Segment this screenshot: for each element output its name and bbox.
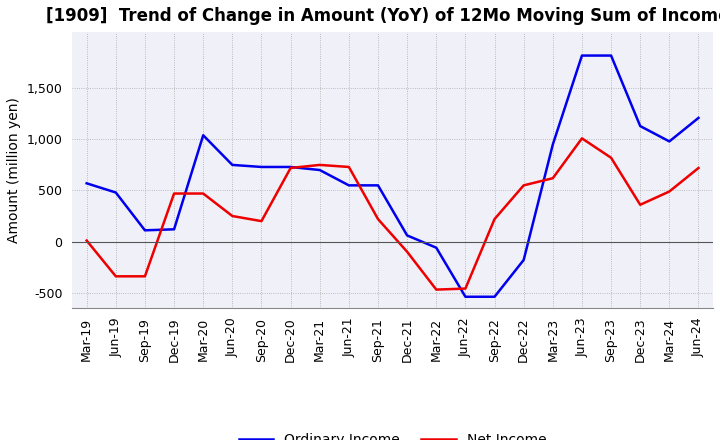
Y-axis label: Amount (million yen): Amount (million yen) [7, 97, 21, 243]
Ordinary Income [490, 294, 499, 299]
Ordinary Income [519, 257, 528, 263]
Ordinary Income [199, 132, 207, 138]
Ordinary Income [577, 53, 586, 58]
Net Income [82, 238, 91, 243]
Ordinary Income [345, 183, 354, 188]
Net Income [665, 189, 674, 194]
Ordinary Income [82, 181, 91, 186]
Net Income [199, 191, 207, 196]
Ordinary Income [607, 53, 616, 58]
Ordinary Income [257, 164, 266, 169]
Net Income [607, 155, 616, 161]
Ordinary Income [432, 245, 441, 250]
Net Income [287, 165, 295, 171]
Net Income [694, 165, 703, 171]
Net Income [577, 136, 586, 141]
Ordinary Income [170, 227, 179, 232]
Net Income [490, 216, 499, 222]
Net Income [140, 274, 149, 279]
Net Income [402, 249, 411, 254]
Line: Ordinary Income: Ordinary Income [86, 55, 698, 297]
Legend: Ordinary Income, Net Income: Ordinary Income, Net Income [233, 428, 552, 440]
Net Income [549, 176, 557, 181]
Ordinary Income [665, 139, 674, 144]
Net Income [170, 191, 179, 196]
Ordinary Income [636, 124, 644, 129]
Net Income [636, 202, 644, 207]
Line: Net Income: Net Income [86, 138, 698, 290]
Ordinary Income [461, 294, 469, 299]
Ordinary Income [402, 233, 411, 238]
Ordinary Income [315, 167, 324, 172]
Net Income [257, 219, 266, 224]
Net Income [461, 286, 469, 291]
Ordinary Income [228, 162, 237, 168]
Ordinary Income [140, 227, 149, 233]
Net Income [112, 274, 120, 279]
Net Income [315, 162, 324, 168]
Ordinary Income [694, 115, 703, 121]
Net Income [228, 213, 237, 219]
Ordinary Income [112, 190, 120, 195]
Ordinary Income [374, 183, 382, 188]
Net Income [374, 216, 382, 222]
Net Income [345, 164, 354, 169]
Ordinary Income [287, 164, 295, 169]
Net Income [519, 183, 528, 188]
Net Income [432, 287, 441, 292]
Title: [1909]  Trend of Change in Amount (YoY) of 12Mo Moving Sum of Incomes: [1909] Trend of Change in Amount (YoY) o… [46, 7, 720, 25]
Ordinary Income [549, 142, 557, 147]
